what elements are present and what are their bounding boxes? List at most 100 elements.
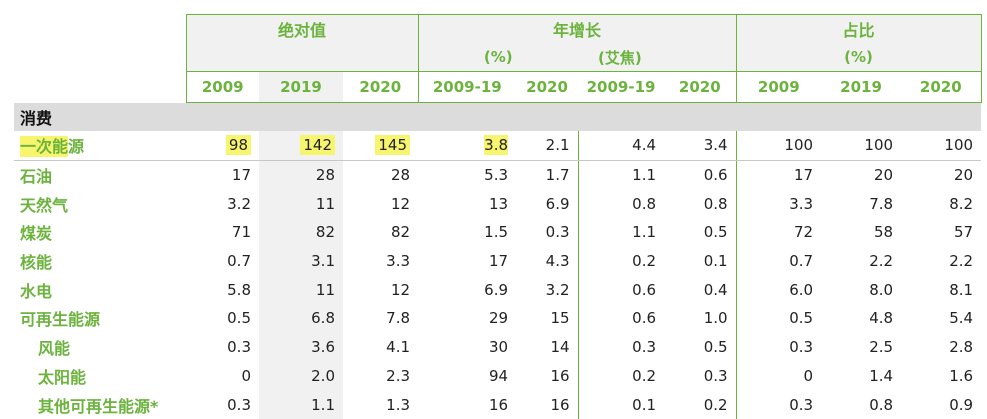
cell: 2.8 [949,338,974,357]
cell: 3.1 [259,246,343,276]
cell: 1.6 [949,366,974,385]
cell: 1.4 [869,366,894,385]
cell: 0 [241,366,251,385]
cell: 0.3 [735,332,822,362]
cell: 16 [550,366,570,385]
cell: 0.1 [577,390,665,419]
cell: 12 [390,194,411,213]
cell: 20 [953,166,974,185]
row-label: 太阳能 [38,367,87,387]
cell: 0.8 [577,189,665,219]
cell: 3.2 [227,194,251,213]
year-header: 2019 [821,71,902,103]
cell: 100 [821,131,902,161]
section-row: 消费 [14,102,982,131]
cell: 0.2 [577,361,665,391]
table-row: 核能 0.7 3.1 3.3 17 4.3 0.2 0.1 0.7 2.2 2.… [14,246,981,276]
cell: 6.9 [484,280,509,299]
group-growth: 年增长 [417,14,737,43]
table-row: 一次能源 98 142 145 3.8 2.1 4.4 3.4 100 100 … [14,131,982,161]
highlighted-value: 98 [225,135,251,156]
cell: 17 [735,160,822,190]
cell: 13 [488,194,509,213]
cell: 2.3 [386,366,411,385]
cell: 57 [953,223,974,242]
group-share: 占比 [735,14,982,43]
cell: 0.6 [703,166,728,185]
cell: 3.6 [259,332,343,362]
cell: 8.1 [949,280,974,299]
cell: 0.5 [703,223,728,242]
highlighted-value: 142 [300,135,335,156]
cell: 29 [488,309,509,328]
corner-cell [14,72,186,103]
cell: 4.8 [869,309,894,328]
row-label-rest: 源 [68,137,85,157]
cell: 2.1 [516,131,579,161]
unit-header-row: (%) (艾焦) (%) [14,43,982,72]
row-label: 可再生能源 [20,310,101,330]
year-header: 2019 [259,71,343,103]
cell: 0.2 [577,246,665,276]
cell: 8.2 [949,194,974,213]
cell: 8.0 [869,280,894,299]
cell: 0.7 [227,252,251,271]
year-header-row: 2009 2019 2020 2009-19 2020 2009-19 2020… [14,71,982,103]
table-row: 天然气 3.2 11 12 13 6.9 0.8 0.8 3.3 7.8 8.2 [14,189,981,219]
cell: 2.5 [869,338,894,357]
row-label: 石油 [20,167,53,187]
unit-growth-pct: (%) [417,43,579,72]
year-header: 2009-19 [417,71,517,103]
cell: 0.3 [735,390,822,419]
cell: 11 [259,275,343,305]
cell: 17 [488,252,509,271]
cell: 0.5 [735,304,822,333]
year-header: 2020 [664,71,737,103]
cell: 16 [488,395,509,414]
section-title: 消费 [14,102,982,131]
row-label: 天然气 [20,195,69,215]
unit-growth-ej: (艾焦) [578,43,737,72]
cell: 1.1 [577,218,665,247]
cell: 94 [488,366,509,385]
cell: 5.4 [949,309,974,328]
cell: 0.7 [735,246,822,276]
cell: 0.8 [869,395,894,414]
cell: 0.5 [227,309,251,328]
cell: 71 [231,223,251,242]
year-header: 2020 [343,71,419,103]
unit-share-pct: (%) [735,43,982,72]
table-row: 煤炭 71 82 82 1.5 0.3 1.1 0.5 72 58 57 [14,218,981,247]
cell: 100 [901,131,982,161]
cell: 1.3 [386,395,411,414]
row-label: 水电 [20,281,53,301]
row-label: 一次能源 [14,131,186,161]
row-label: 煤炭 [20,224,53,244]
cell: 0 [735,361,822,391]
cell: 82 [259,218,343,247]
cell: 4.3 [545,252,570,271]
cell: 6.0 [735,275,822,305]
table-row: 其他可再生能源* 0.3 1.1 1.3 16 16 0.1 0.2 0.3 0… [14,390,981,419]
cell: 2.2 [869,252,894,271]
year-header: 2009 [185,71,259,103]
table-row: 可再生能源 0.5 6.8 7.8 29 15 0.6 1.0 0.5 4.8 … [14,304,981,333]
cell: 3.8 [418,131,517,161]
cell: 142 [259,131,343,161]
cell: 0.2 [703,395,728,414]
cell: 4.4 [577,131,665,161]
cell: 3.2 [545,280,570,299]
cell: 0.3 [703,366,728,385]
cell: 82 [390,223,411,242]
cell: 17 [231,166,251,185]
cell: 100 [735,131,822,161]
cell: 7.8 [869,194,894,213]
year-header: 2009-19 [578,71,665,103]
year-header: 2020 [901,71,982,103]
cell: 3.4 [664,131,737,161]
corner-cell [14,43,186,72]
table-row: 太阳能 0 2.0 2.3 94 16 0.2 0.3 0 1.4 1.6 [14,361,981,391]
cell: 58 [873,223,894,242]
cell: 0.4 [703,280,728,299]
cell: 0.5 [703,338,728,357]
